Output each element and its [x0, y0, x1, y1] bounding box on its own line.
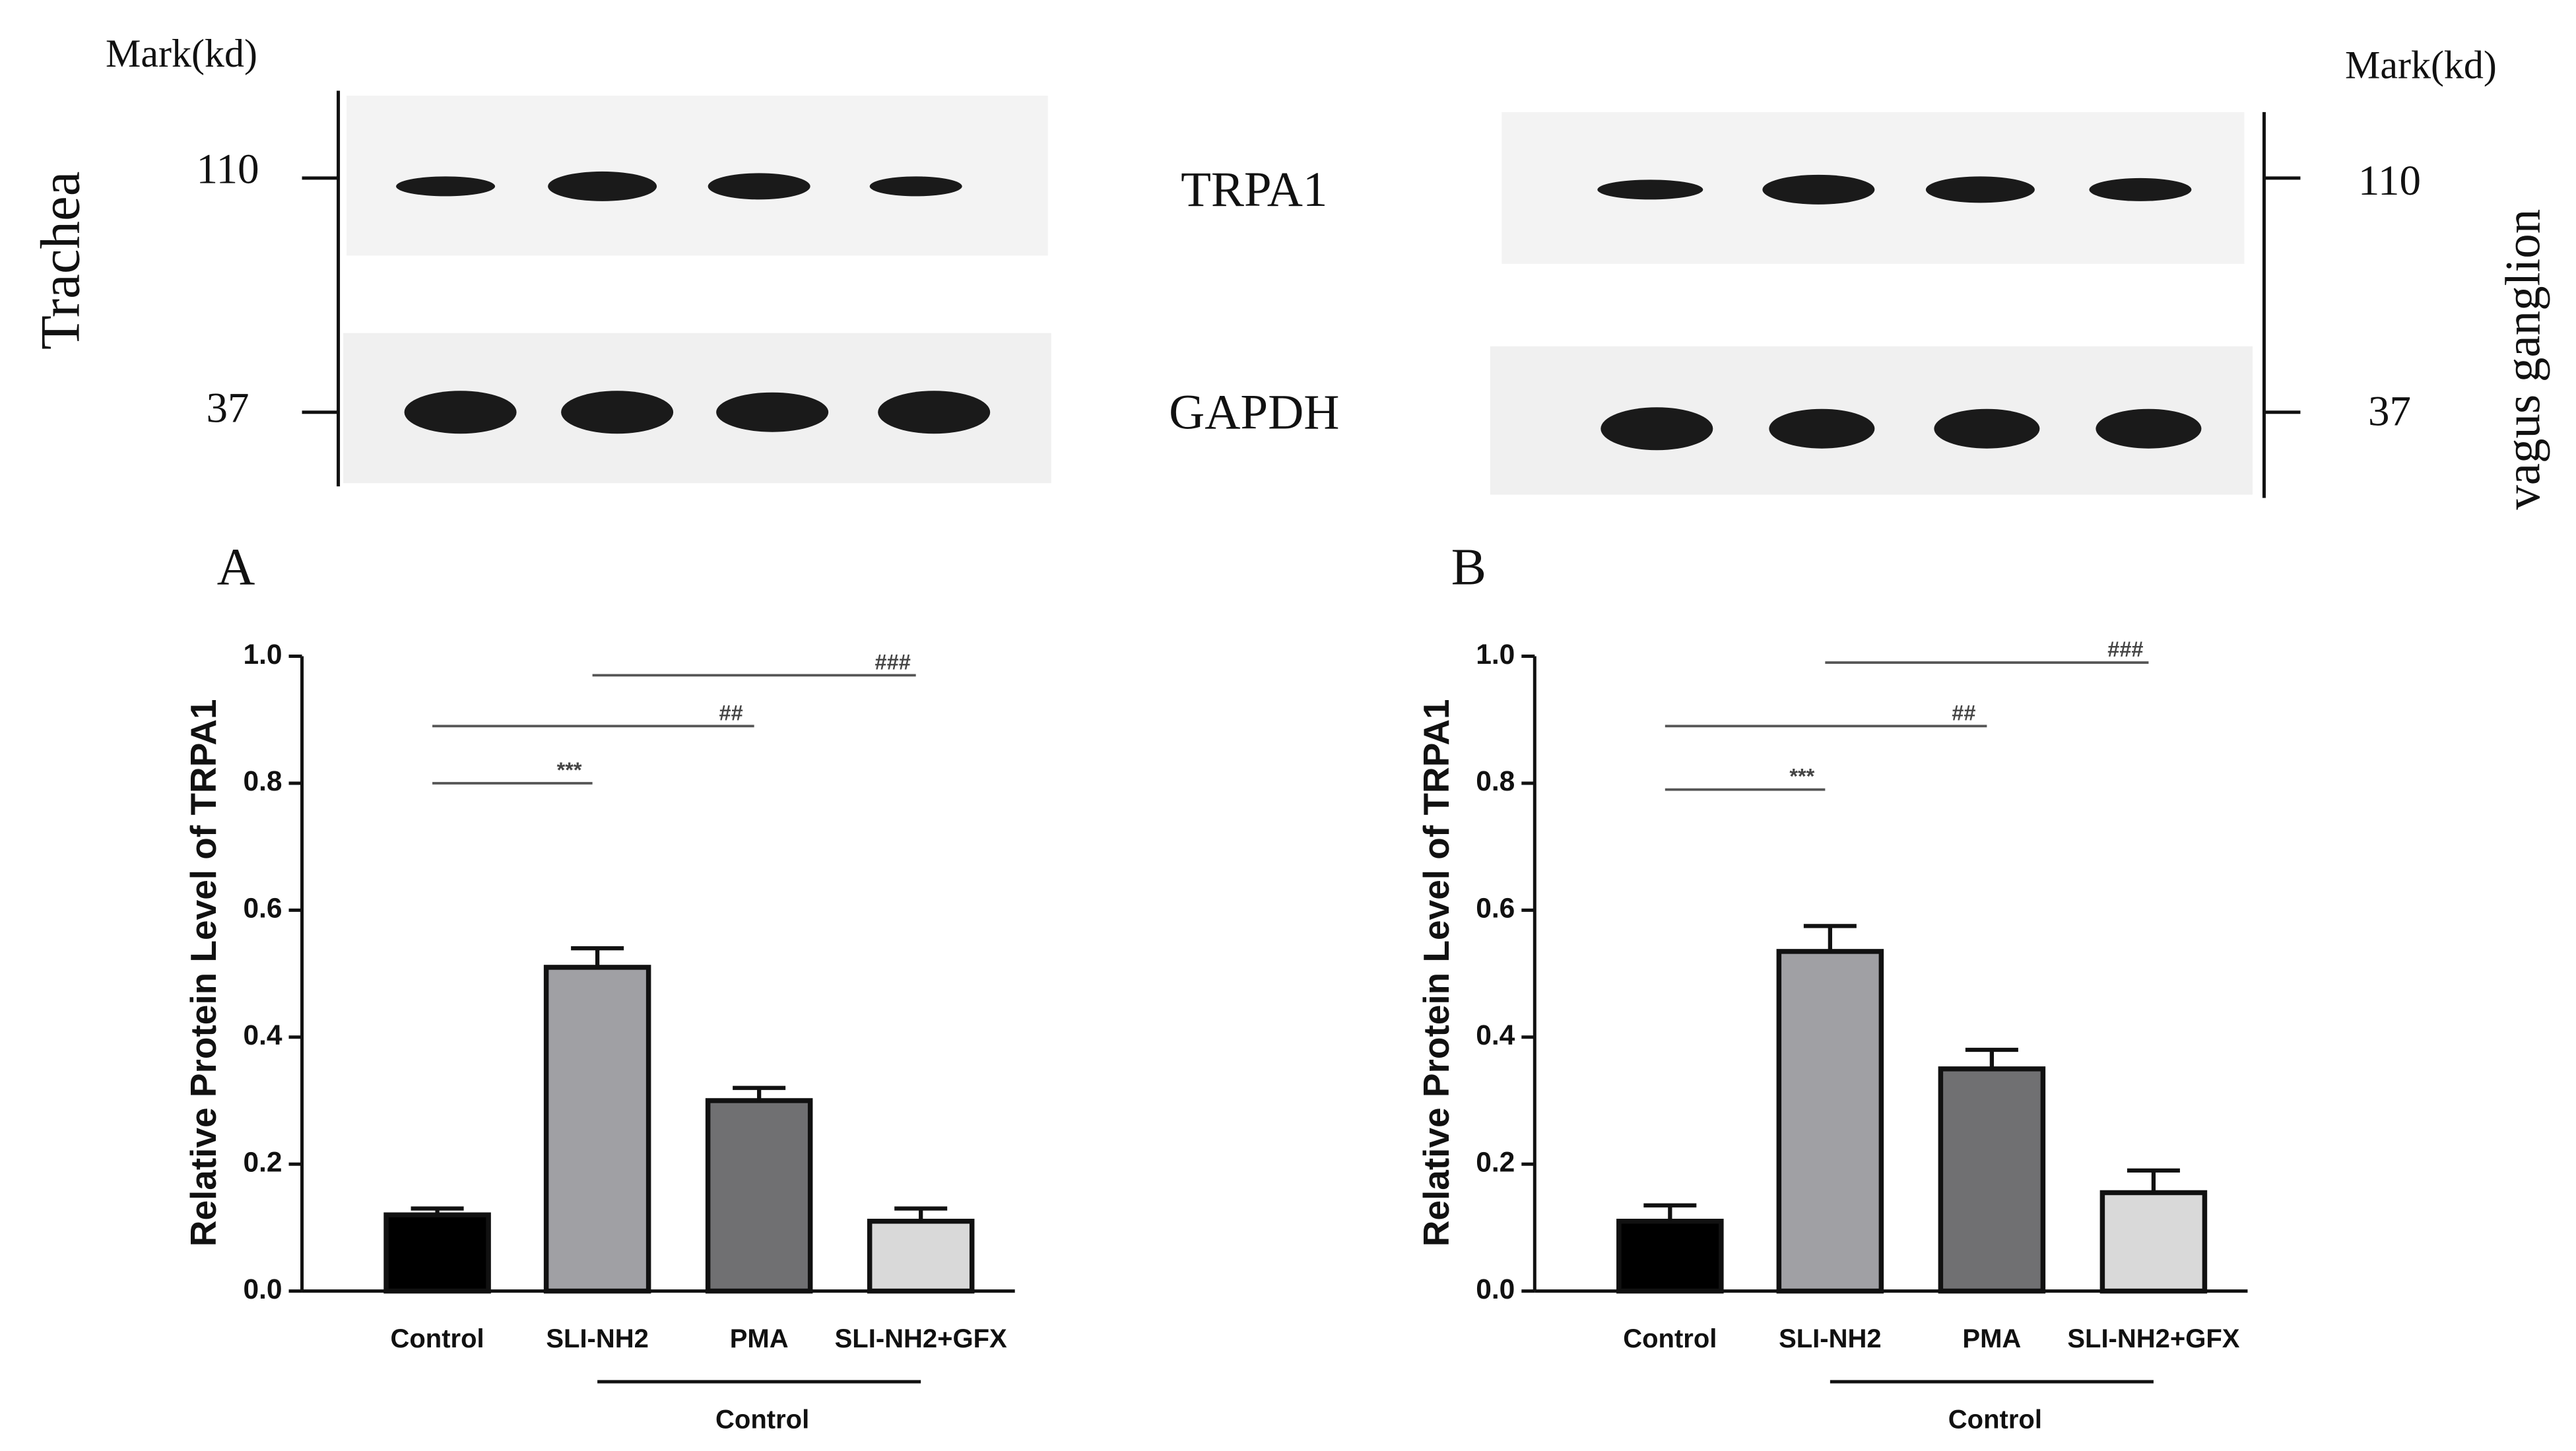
y-tick-label: 1.0: [243, 639, 282, 670]
group-label: Control: [1948, 1405, 2042, 1435]
band: [878, 391, 991, 434]
significance-label: ***: [557, 758, 582, 782]
band: [869, 176, 962, 197]
y-axis-label: Relative Protein Level of TRPA1: [1416, 699, 1457, 1246]
y-tick-label: 0.4: [1476, 1020, 1515, 1051]
x-tick-label: Control: [390, 1324, 484, 1353]
tissue-label: Trachea: [29, 172, 91, 350]
y-tick-label: 0.4: [243, 1020, 282, 1051]
marker-label: 37: [207, 385, 249, 432]
bar: [383, 1212, 491, 1294]
band: [548, 171, 657, 201]
band: [404, 391, 517, 434]
marker-label: 110: [197, 145, 259, 193]
band: [1925, 176, 2035, 203]
x-tick-label: Control: [1623, 1324, 1717, 1353]
significance-label: ###: [875, 651, 911, 674]
y-tick-label: 0.8: [243, 766, 282, 797]
x-tick-label: SLI-NH2+GFX: [2067, 1324, 2239, 1353]
bands: [396, 171, 2202, 451]
y-tick-label: 0.0: [1476, 1274, 1515, 1305]
band: [2089, 177, 2192, 201]
group-label: Control: [715, 1405, 809, 1435]
bar: [2099, 1190, 2208, 1294]
marker-header: Mark(kd): [2345, 44, 2497, 87]
bar: [867, 1219, 975, 1294]
x-tick-label: PMA: [730, 1324, 789, 1353]
y-tick-label: 0.6: [243, 893, 282, 924]
tissue-label: vagus ganglion: [2496, 209, 2551, 510]
band: [561, 391, 674, 434]
marker-label: 37: [2368, 388, 2411, 435]
band: [1601, 407, 1713, 451]
bar: [1616, 1219, 1724, 1294]
x-tick-label: SLI-NH2: [1779, 1324, 1882, 1353]
protein-label: TRPA1: [1181, 162, 1327, 217]
band: [1934, 408, 2040, 449]
marker-label: 110: [2358, 157, 2421, 205]
error-bar: [2127, 1168, 2180, 1193]
bar: [543, 965, 651, 1294]
band: [1762, 174, 1875, 205]
error-bar: [1643, 1203, 1697, 1221]
y-tick-label: 0.2: [243, 1147, 282, 1178]
y-tick-label: 0.0: [243, 1274, 282, 1305]
x-tick-label: PMA: [1962, 1324, 2021, 1353]
band: [708, 173, 810, 200]
y-axis-label: Relative Protein Level of TRPA1: [183, 699, 224, 1246]
x-tick-label: SLI-NH2+GFX: [835, 1324, 1007, 1353]
band: [2096, 408, 2202, 449]
panel-label: A: [217, 538, 255, 596]
bar: [1776, 949, 1884, 1294]
error-bar: [571, 946, 624, 967]
significance-label: ***: [1789, 765, 1814, 789]
panel-label: B: [1451, 538, 1486, 596]
y-tick-label: 0.6: [1476, 893, 1515, 924]
blot-strip: [347, 95, 1048, 256]
y-tick-label: 1.0: [1476, 639, 1515, 670]
error-bar: [1965, 1047, 2018, 1069]
band: [1769, 408, 1875, 449]
error-bar: [1803, 924, 1857, 951]
significance-label: ##: [1952, 701, 1975, 725]
significance-label: ###: [2107, 637, 2143, 661]
y-tick-label: 0.8: [1476, 766, 1515, 797]
bar: [1938, 1066, 2046, 1294]
significance-label: ##: [719, 701, 743, 725]
band: [396, 176, 496, 197]
protein-label: GAPDH: [1169, 385, 1339, 439]
bar: [705, 1098, 813, 1294]
band: [716, 392, 829, 432]
y-tick-label: 0.2: [1476, 1147, 1515, 1178]
marker-header: Mark(kd): [106, 32, 257, 75]
x-tick-label: SLI-NH2: [546, 1324, 649, 1353]
band: [1597, 179, 1703, 200]
